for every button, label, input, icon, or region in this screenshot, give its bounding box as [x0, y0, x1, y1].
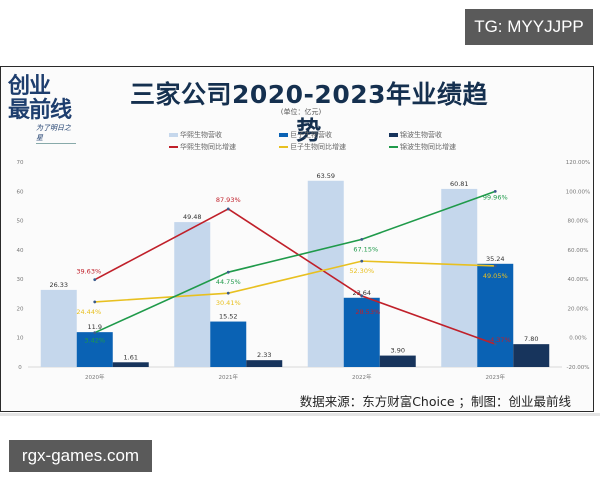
- bar-value-label: 2.33: [257, 351, 271, 359]
- line-value-label: 44.75%: [216, 278, 241, 286]
- legend-swatch: [389, 146, 398, 148]
- bar: [112, 362, 149, 367]
- legend-label: 巨子生物同比增速: [290, 143, 346, 151]
- legend-item: 巨子生物营收: [279, 130, 332, 140]
- data-source-footer: 数据来源：东方财富Choice ；制图：创业最前线: [299, 394, 571, 409]
- bar-value-label: 3.90: [391, 347, 405, 355]
- bar-value-label: 26.33: [49, 281, 68, 289]
- bar: [76, 332, 113, 367]
- brand-logo: 创业 最前线 为了明日之星: [8, 75, 80, 144]
- bar-value-label: 49.48: [183, 213, 202, 221]
- y-left-tick-label: 60: [17, 189, 24, 195]
- bar: [210, 321, 247, 367]
- watermark-bottom-left: rgx-games.com: [9, 440, 152, 472]
- line-point: [493, 342, 497, 346]
- line-value-label: 67.15%: [353, 245, 378, 253]
- y-right-tick-label: 100.00%: [566, 189, 590, 195]
- legend-label: 锦波生物同比增速: [400, 143, 456, 151]
- line-point: [226, 270, 230, 274]
- bar-value-label: 1.61: [124, 353, 138, 361]
- line-point: [493, 189, 497, 193]
- line-point: [360, 294, 364, 298]
- legend-swatch: [389, 133, 398, 137]
- bar: [477, 263, 514, 367]
- line-point: [493, 264, 497, 268]
- line-point: [93, 331, 97, 335]
- bar: [40, 289, 77, 367]
- legend-swatch: [169, 133, 178, 137]
- line-value-label: 28.53%: [355, 308, 380, 316]
- y-left-tick-label: 70: [17, 160, 24, 166]
- line-value-label: -4.37%: [488, 336, 511, 344]
- chart-title: 三家公司2020-2023年业绩趋势: [129, 80, 489, 145]
- line-point: [226, 207, 230, 211]
- legend-item: 锦波生物同比增速: [389, 142, 456, 152]
- y-right-tick-label: 120.00%: [566, 160, 590, 166]
- legend-item: 锦波生物营收: [389, 130, 442, 140]
- y-right-tick-label: 60.00%: [568, 248, 589, 254]
- y-right-tick-label: -20.00%: [567, 365, 590, 371]
- y-left-tick-label: 30: [17, 277, 24, 283]
- line-point: [93, 300, 97, 304]
- bar: [343, 297, 380, 367]
- bar-value-label: 23.64: [352, 289, 371, 297]
- y-left-tick-label: 10: [17, 336, 24, 342]
- y-right-tick-label: 20.00%: [568, 306, 589, 312]
- line-value-label: 87.93%: [216, 196, 241, 204]
- bar-value-label: 15.52: [219, 313, 238, 321]
- bar-value-label: 63.59: [316, 172, 335, 180]
- x-tick-label: 2020年: [85, 373, 105, 381]
- legend-swatch: [169, 146, 178, 148]
- legend-swatch: [279, 146, 288, 148]
- x-tick-label: 2021年: [219, 373, 239, 381]
- y-right-tick-label: 40.00%: [568, 277, 589, 283]
- legend-item: 华熙生物同比增速: [169, 142, 236, 152]
- legend-item: 巨子生物同比增速: [279, 142, 346, 152]
- line-value-label: 99.96%: [483, 193, 508, 201]
- y-right-tick-label: 0.00%: [569, 336, 586, 342]
- legend-label: 华熙生物同比增速: [180, 143, 236, 151]
- chart-unit: (单位：亿元): [280, 108, 322, 116]
- line-point: [226, 291, 230, 295]
- legend-label: 华熙生物营收: [180, 131, 222, 139]
- legend-swatch: [279, 133, 288, 137]
- logo-line-1: 创业: [8, 74, 51, 99]
- y-left-tick-label: 0: [18, 365, 22, 371]
- line-value-label: 30.41%: [216, 299, 241, 307]
- line-point: [360, 237, 364, 241]
- y-left-tick-label: 20: [17, 306, 24, 312]
- bar-value-label: 11.9: [88, 323, 102, 331]
- legend-label: 巨子生物营收: [290, 131, 332, 139]
- bar: [441, 188, 478, 367]
- growth-line: [94, 208, 496, 345]
- line-point: [93, 278, 97, 282]
- frame-shadow: [0, 413, 600, 416]
- line-value-label: 52.30%: [349, 267, 374, 275]
- bar-value-label: 60.81: [450, 180, 469, 188]
- line-value-label: 24.44%: [76, 308, 101, 316]
- line-value-label: 39.63%: [76, 268, 101, 276]
- growth-line: [94, 190, 496, 334]
- legend-item: 华熙生物营收: [169, 130, 222, 140]
- line-point: [360, 259, 364, 263]
- bar-value-label: 35.24: [486, 255, 505, 263]
- growth-line: [94, 260, 496, 303]
- bar: [307, 180, 344, 367]
- legend-label: 锦波生物营收: [400, 131, 442, 139]
- x-tick-label: 2023年: [486, 373, 506, 381]
- y-left-tick-label: 40: [17, 248, 24, 254]
- line-value-label: 49.05%: [483, 272, 508, 280]
- bar: [513, 344, 550, 367]
- logo-tagline: 为了明日之星: [36, 123, 76, 144]
- y-left-tick-label: 50: [17, 219, 24, 225]
- logo-line-2: 最前线: [8, 98, 72, 123]
- y-right-tick-label: 80.00%: [568, 219, 589, 225]
- line-value-label: 3.42%: [84, 337, 105, 345]
- x-tick-label: 2022年: [352, 373, 372, 381]
- bar: [246, 360, 283, 367]
- bar: [379, 355, 416, 367]
- watermark-top-right: TG: MYYJJPP: [465, 9, 593, 45]
- bar-value-label: 7.80: [524, 335, 538, 343]
